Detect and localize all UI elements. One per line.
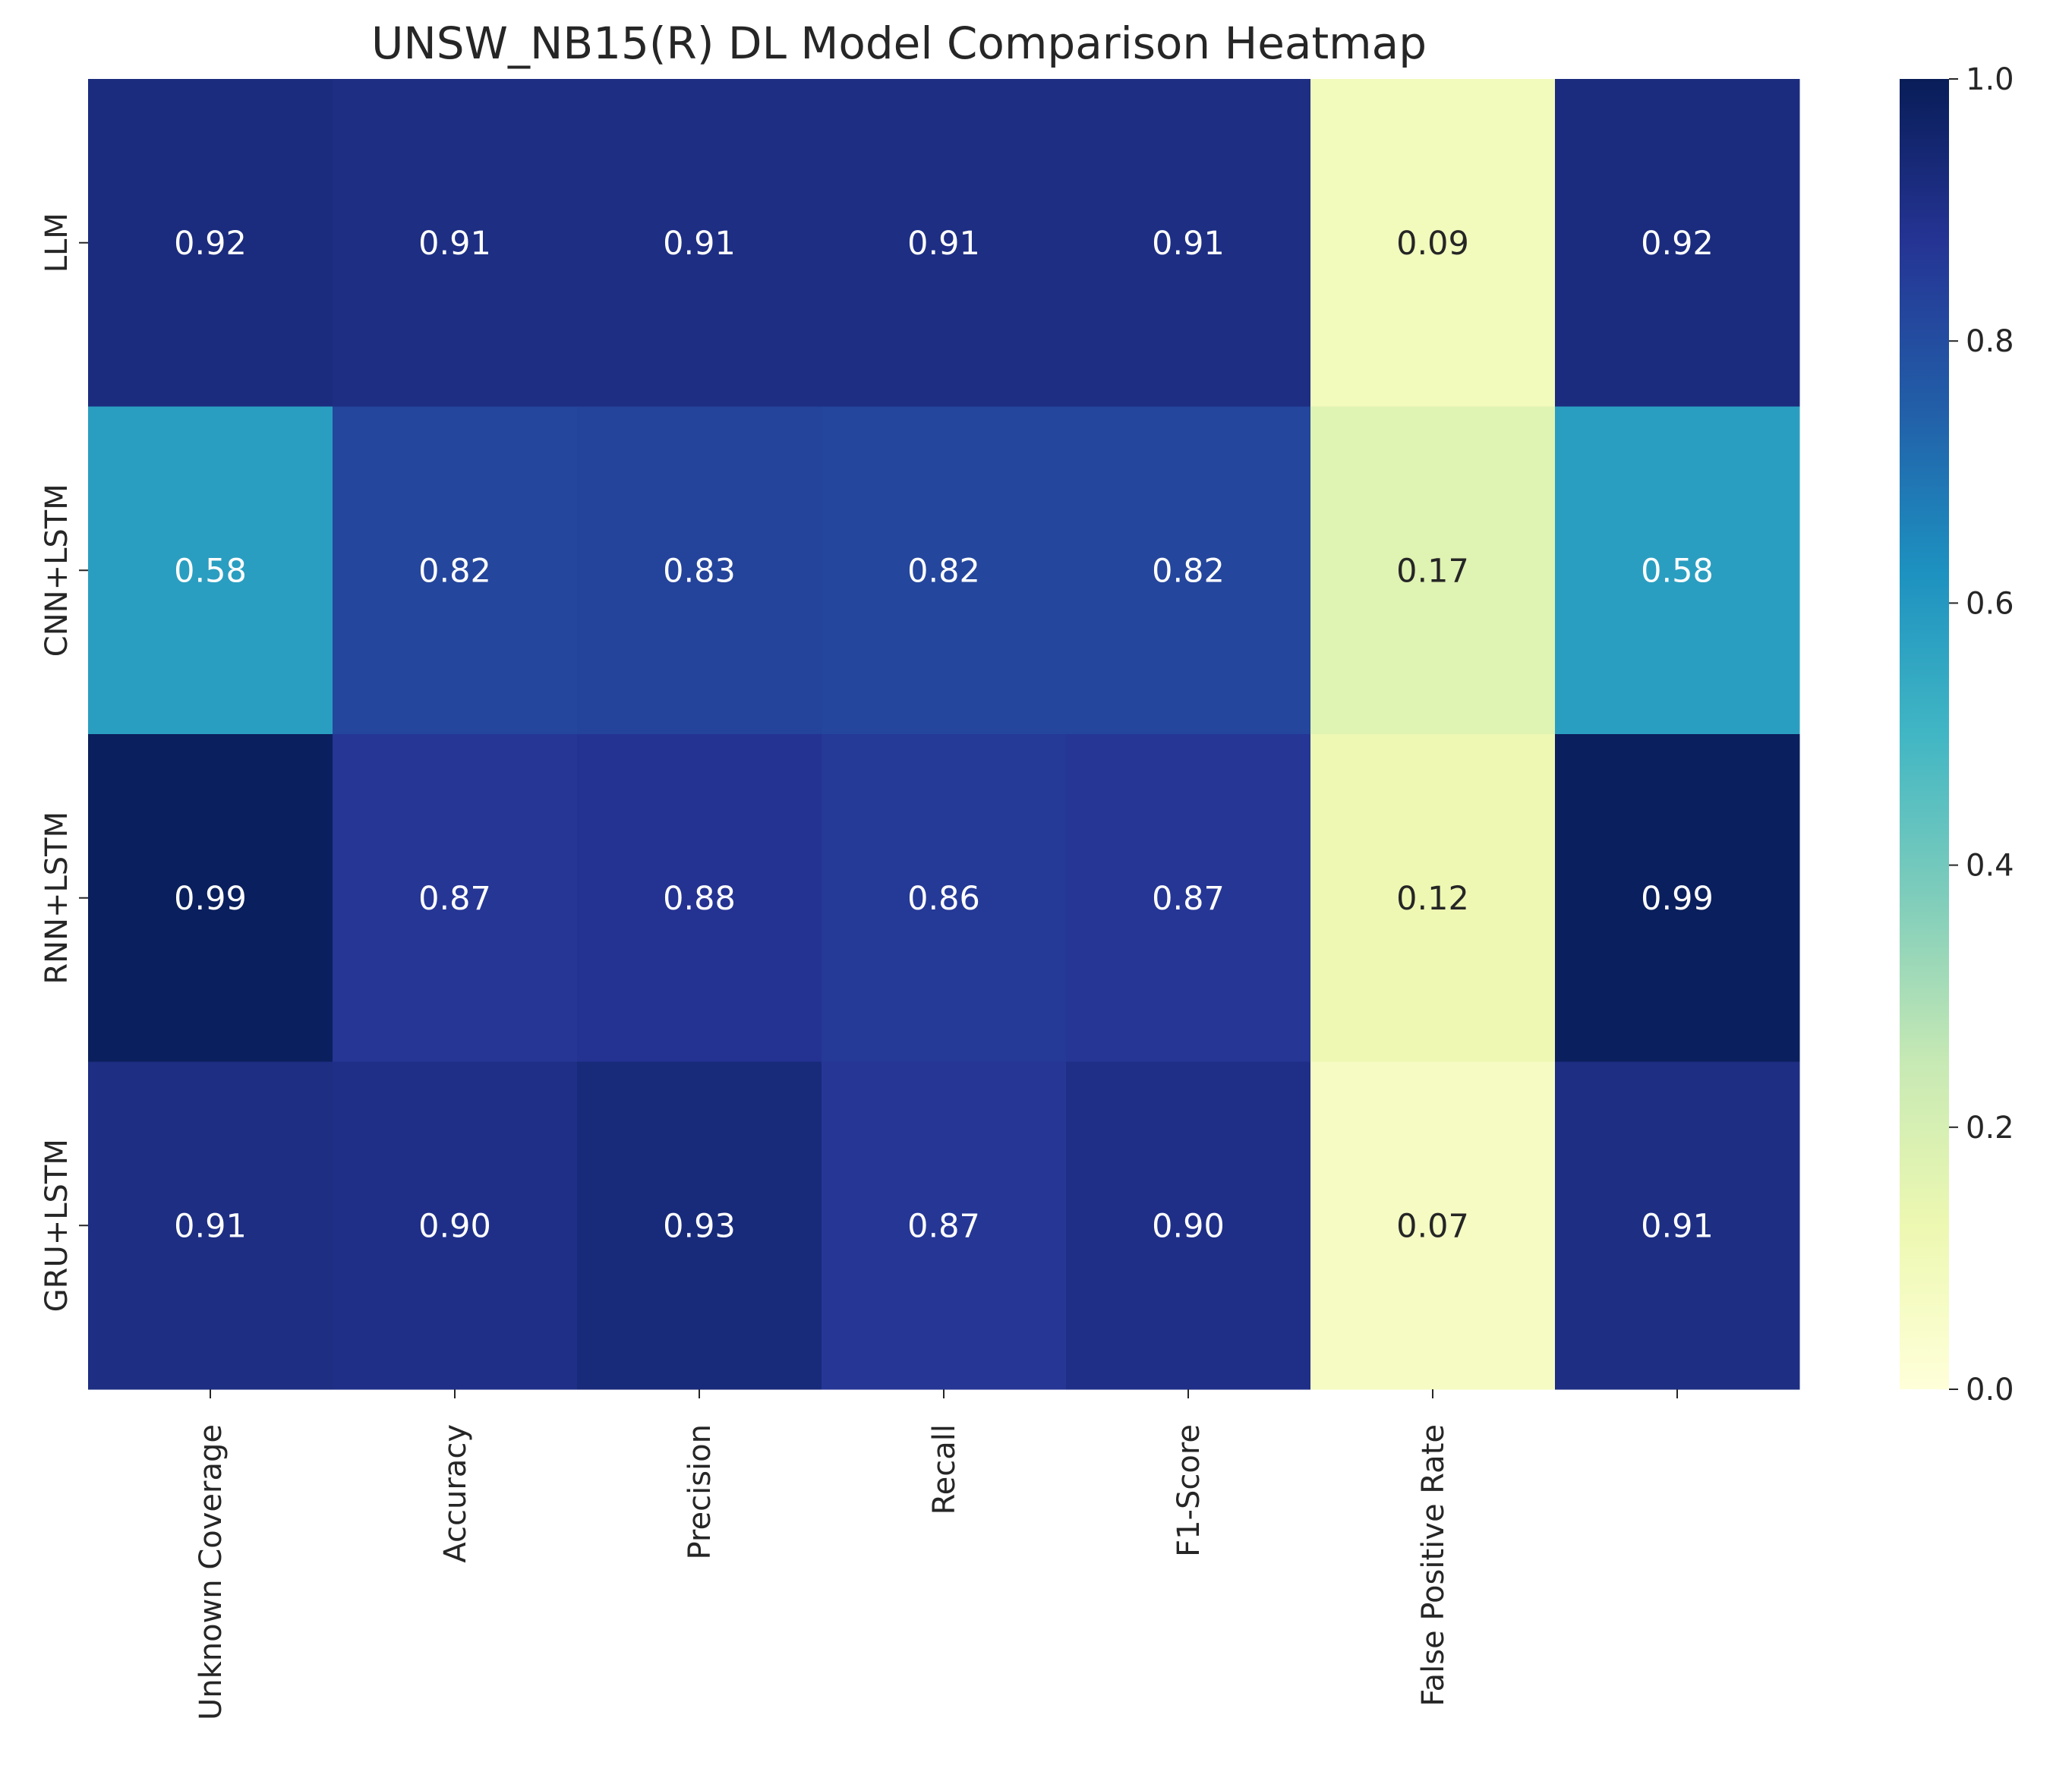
heatmap-cell [577, 1061, 822, 1390]
heatmap-cell [1555, 406, 1800, 735]
cell-value-label: 0.91 [174, 1207, 247, 1245]
row-tick-label: LLM [39, 213, 74, 273]
heatmap-cell [577, 406, 822, 735]
heatmap-cell [1066, 1061, 1311, 1390]
row-tick-label: GRU+LSTM [39, 1139, 74, 1312]
cell-value-label: 0.87 [907, 1207, 980, 1245]
heatmap-cell [1310, 734, 1556, 1062]
cell-value-label: 0.82 [418, 552, 491, 590]
heatmap-cell [1310, 1061, 1556, 1390]
heatmap-cell [822, 406, 1067, 735]
heatmap-cell [1066, 406, 1311, 735]
column-tick-label: False Positive Rate [1416, 1424, 1451, 1707]
heatmap-cell [577, 79, 822, 407]
cell-value-label: 0.86 [907, 880, 980, 918]
colorbar-tick-label: 1.0 [1966, 62, 2014, 97]
colorbar-tick-label: 0.0 [1966, 1373, 2014, 1407]
colorbar-tick-label: 0.6 [1966, 586, 2014, 621]
cell-value-label: 0.58 [1641, 552, 1714, 590]
cell-value-label: 0.91 [1641, 1207, 1714, 1245]
heatmap-cell [88, 734, 333, 1062]
cell-value-label: 0.83 [663, 552, 736, 590]
heatmap-cell [1555, 1061, 1800, 1390]
cell-value-label: 0.09 [1396, 225, 1469, 263]
heatmap-cell [822, 79, 1067, 407]
heatmap-cell [822, 1061, 1067, 1390]
cell-value-label: 0.92 [174, 225, 247, 263]
row-tick-label: RNN+LSTM [39, 812, 74, 985]
column-tick-label: Accuracy [438, 1424, 473, 1563]
heatmap-cell [88, 79, 333, 407]
cell-value-label: 0.91 [418, 225, 491, 263]
cell-value-label: 0.87 [1152, 880, 1225, 918]
colorbar-tick-label: 0.8 [1966, 324, 2014, 359]
cell-value-label: 0.88 [663, 880, 736, 918]
heatmap-cell [88, 406, 333, 735]
colorbar-tick-label: 0.4 [1966, 849, 2014, 884]
heatmap-cell [333, 734, 578, 1062]
cell-value-label: 0.99 [174, 880, 247, 918]
column-tick-label: F1-Score [1172, 1424, 1206, 1557]
heatmap-cell [1555, 79, 1800, 407]
column-tick-label: Recall [927, 1424, 962, 1515]
cell-value-label: 0.87 [418, 880, 491, 918]
heatmap-cell [88, 1061, 333, 1390]
heatmap-cell [822, 734, 1067, 1062]
cell-value-label: 0.93 [663, 1207, 736, 1245]
heatmap-cell [1066, 79, 1311, 407]
cell-value-label: 0.91 [907, 225, 980, 263]
cell-value-label: 0.82 [1152, 552, 1225, 590]
chart-title: UNSW_NB15(R) DL Model Comparison Heatmap [371, 17, 1427, 69]
heatmap-cell [333, 406, 578, 735]
colorbar-tick-label: 0.2 [1966, 1111, 2014, 1146]
cell-value-label: 0.07 [1396, 1207, 1469, 1245]
heatmap-cells [88, 79, 1800, 1390]
column-tick-label: Precision [683, 1424, 717, 1559]
heatmap-cell-labels: 0.92 0.91 0.91 0.91 0.91 0.09 0.92 0.58 0.82 0.83… [174, 225, 1714, 1246]
row-tick-label: CNN+LSTM [39, 484, 74, 657]
cell-value-label: 0.99 [1641, 880, 1714, 918]
cell-value-label: 0.12 [1396, 880, 1469, 918]
heatmap-cell [1555, 734, 1800, 1062]
colorbar-ticks: 0.0 0.2 0.4 0.6 0.8 1.0 [1949, 62, 2014, 1407]
heatmap-cell [1310, 406, 1556, 735]
heatmap-cell [577, 734, 822, 1062]
cell-value-label: 0.82 [907, 552, 980, 590]
cell-value-label: 0.91 [1152, 225, 1225, 263]
heatmap-cell [1066, 734, 1311, 1062]
colorbar [1900, 79, 1949, 1389]
cell-value-label: 0.58 [174, 552, 247, 590]
row-tick-labels: LLM CNN+LSTM RNN+LSTM GRU+LSTM [39, 213, 88, 1312]
cell-value-label: 0.90 [1152, 1207, 1225, 1245]
cell-value-label: 0.17 [1396, 552, 1469, 590]
heatmap-cell [333, 79, 578, 407]
heatmap-cell [333, 1061, 578, 1390]
cell-value-label: 0.91 [663, 225, 736, 263]
heatmap-cell [1310, 79, 1556, 407]
colorbar-gradient [1900, 79, 1949, 1389]
cell-value-label: 0.90 [418, 1207, 491, 1245]
column-tick-labels: Unknown Coverage Accuracy Precision Recall F… [194, 1389, 1678, 1720]
column-tick-label: Unknown Coverage [194, 1424, 229, 1720]
cell-value-label: 0.92 [1641, 225, 1714, 263]
